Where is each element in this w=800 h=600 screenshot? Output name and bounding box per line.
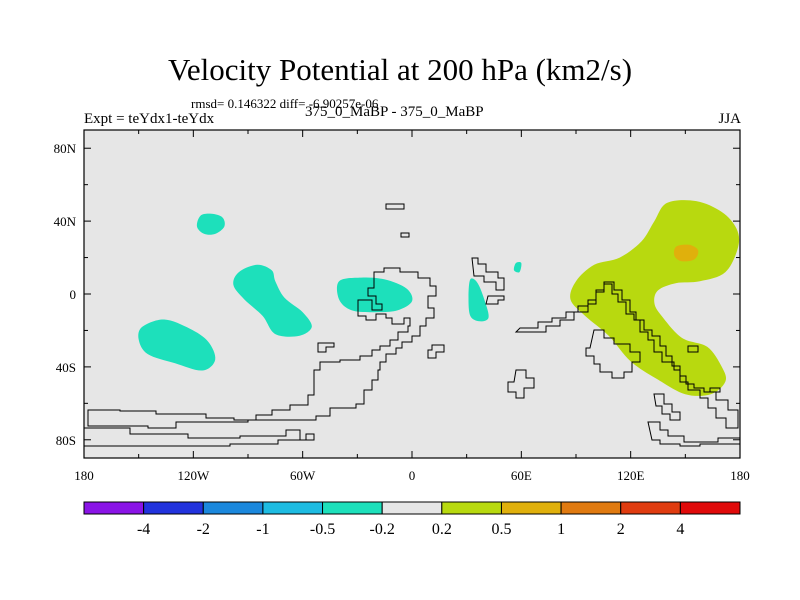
colorbar-swatch — [83, 501, 145, 515]
colorbar-swatch — [262, 501, 324, 515]
colorbar-label: 0.2 — [432, 521, 452, 538]
colorbar-swatch — [560, 501, 622, 515]
y-tick-label: 80N — [54, 141, 77, 156]
colorbar-swatch — [322, 501, 383, 515]
chart-title: Velocity Potential at 200 hPa (km2/s) — [167, 52, 633, 87]
experiments-text: 375_0_MaBP - 375_0_MaBP — [305, 104, 484, 120]
colorbar-swatch — [441, 501, 502, 515]
y-tick-label: 40S — [56, 360, 76, 375]
coastline-australia-asia — [507, 281, 739, 429]
y-tick-label: 0 — [70, 287, 77, 302]
x-tick-label: 120W — [177, 468, 210, 483]
region-negative-anomaly-central-pacific — [233, 264, 312, 337]
colorbar-label: 0.5 — [491, 521, 511, 538]
y-tick-label: 40N — [54, 214, 77, 229]
experiment-label: Expt = teYdx1-teYdx — [84, 111, 215, 127]
region-negative-anomaly-atlantic — [336, 277, 413, 313]
colorbar-label: -0.5 — [310, 521, 335, 538]
colorbar-label: -0.2 — [370, 521, 395, 538]
region-negative-anomaly-south-pacific — [138, 319, 216, 371]
coastline-africa — [427, 257, 505, 359]
colorbar-label: -1 — [256, 521, 269, 538]
axis-ticks: 180 120W 60W 0 60E 120E 180 80N 40N 0 40S 80S — [54, 130, 750, 483]
colorbar-label: 4 — [676, 521, 684, 538]
x-tick-label: 60E — [511, 468, 532, 483]
x-tick-label: 60W — [290, 468, 316, 483]
plot-area: 180 120W 60W 0 60E 120E 180 80N 40N 0 40S 80S — [54, 129, 750, 483]
colorbar-swatch — [202, 501, 264, 515]
x-tick-label: 180 — [74, 468, 94, 483]
colorbar: -4 -2 -1 -0.5 -0.2 0.2 0.5 1 2 4 — [83, 501, 741, 538]
x-tick-label: 0 — [409, 468, 416, 483]
y-tick-label: 80S — [56, 433, 76, 448]
colorbar-label: -4 — [137, 521, 150, 538]
x-tick-label: 120E — [617, 468, 645, 483]
colorbar-label: 1 — [557, 521, 565, 538]
region-negative-anomaly-north-atlantic — [196, 213, 225, 235]
anomaly-regions — [138, 200, 740, 396]
colorbar-label: 2 — [617, 521, 625, 538]
region-positive-anomaly-core — [673, 244, 699, 262]
colorbar-swatch — [500, 501, 562, 515]
stats-text: rmsd= 0.146322 diff= -6.90257e-06 — [191, 96, 379, 111]
x-tick-label: 180 — [730, 468, 750, 483]
colorbar-swatch — [143, 501, 204, 515]
region-negative-anomaly-arabia — [513, 261, 522, 273]
colorbar-label: -2 — [197, 521, 210, 538]
season-label: JJA — [718, 111, 741, 127]
colorbar-swatch — [679, 501, 741, 515]
coastline-south-america — [87, 203, 437, 429]
colorbar-swatch — [381, 501, 443, 515]
region-negative-anomaly-africa — [468, 278, 489, 322]
colorbar-swatch — [620, 501, 681, 515]
